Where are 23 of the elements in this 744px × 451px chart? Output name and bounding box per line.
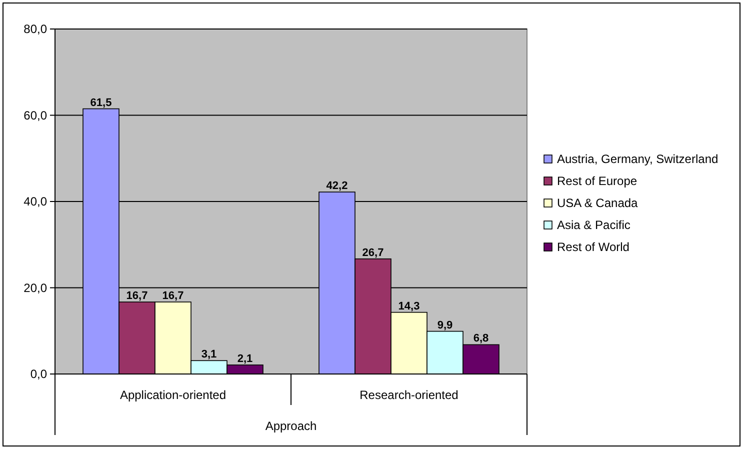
data-label: 14,3 [398,300,420,312]
y-tick-label: 80,0 [24,22,48,36]
legend-label: Austria, Germany, Switzerland [557,152,718,166]
legend-label: USA & Canada [557,196,638,210]
y-tick-label: 60,0 [24,108,48,122]
data-label: 16,7 [126,290,148,302]
y-tick-label: 40,0 [24,194,48,209]
data-label: 26,7 [362,246,384,259]
y-tick-label: 20,0 [24,280,48,295]
data-label: 16,7 [162,290,184,302]
data-label: 2,1 [237,352,253,365]
data-label: 42,2 [326,180,348,192]
data-label: 6,8 [473,332,489,345]
data-label: 3,1 [201,348,217,361]
x-axis-title: Approach [265,419,317,434]
x-tick-label: Research-oriented [360,388,458,402]
data-label: 61,5 [90,96,112,109]
data-label: 9,9 [437,319,453,332]
legend-label: Rest of Europe [557,174,638,188]
legend-label: Rest of World [557,240,630,254]
legend-label: Asia & Pacific [557,218,630,232]
y-tick-label: 0,0 [30,367,48,382]
x-tick-label: Application-oriented [120,388,226,402]
